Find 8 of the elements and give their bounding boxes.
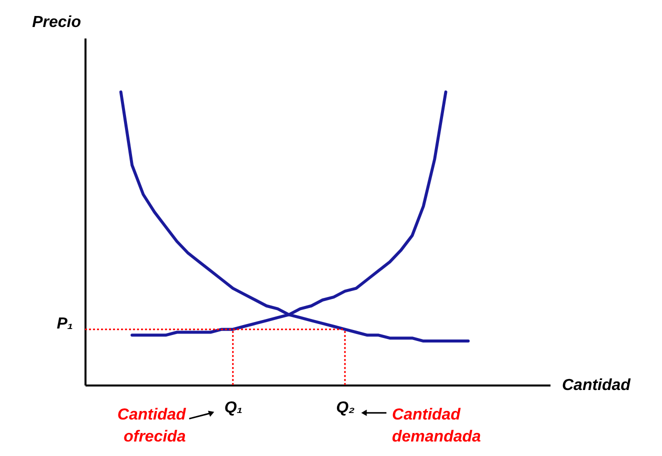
x-axis-title: Cantidad [117, 406, 188, 424]
x-tick-label: Q₁ [224, 400, 242, 416]
text: Cantidad [562, 377, 630, 394]
text: ofrecida [124, 428, 186, 446]
ref-line-label: P₁ [56, 315, 73, 332]
y-axis-title: Precio [32, 14, 82, 31]
x-tick-label: Q₂ [336, 400, 355, 416]
text: Cantidad demandada [392, 406, 482, 446]
